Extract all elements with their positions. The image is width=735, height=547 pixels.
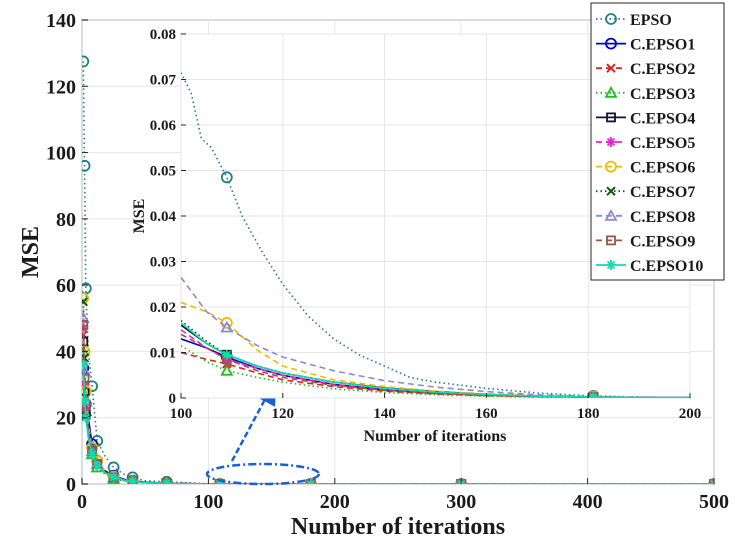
- inset-data-point: [588, 392, 599, 398]
- main-y-axis-label: MSE: [18, 226, 44, 278]
- main-data-point: [82, 292, 90, 305]
- main-data-point: [82, 396, 90, 407]
- main-data-point: [82, 297, 88, 307]
- inset-y-tick-label: 0.04: [150, 209, 177, 225]
- legend-label: C.EPSO1: [630, 37, 695, 54]
- inset-y-tick-label: 0.02: [150, 300, 176, 316]
- inset-data-point: [220, 171, 233, 184]
- inset-data-point: [588, 389, 598, 398]
- main-series-line: [82, 364, 714, 484]
- inset-x-tick-label: 100: [170, 406, 193, 422]
- legend-marker: [606, 260, 616, 270]
- zoom-arrow: [230, 378, 276, 462]
- main-y-tick-label: 80: [56, 209, 76, 231]
- legend-marker: [606, 235, 616, 246]
- legend-label: C.EPSO7: [630, 184, 695, 201]
- legend-entry: C.EPSO5: [596, 135, 695, 152]
- legend-marker: [604, 208, 618, 221]
- main-y-tick-label: 20: [56, 408, 76, 430]
- legend-entry: C.EPSO2: [596, 61, 695, 78]
- legend-marker: [605, 13, 617, 25]
- main-data-point: [82, 311, 90, 324]
- legend-entry: C.EPSO1: [596, 37, 695, 54]
- main-y-tick-label: 100: [46, 143, 76, 165]
- main-y-tick-label: 140: [46, 10, 76, 32]
- legend-entry: C.EPSO4: [596, 110, 695, 127]
- legend-label: C.EPSO5: [630, 135, 695, 152]
- inset-series-group: [181, 72, 690, 398]
- main-data-point: [305, 478, 316, 484]
- inset-x-axis-label: Number of iterations: [364, 428, 507, 445]
- main-data-point: [82, 320, 89, 330]
- legend-entry: C.EPSO6: [596, 160, 695, 177]
- legend-label: EPSO: [630, 12, 672, 29]
- legend-marker: [604, 85, 618, 98]
- inset-y-tick-label: 0.03: [150, 255, 176, 271]
- legend-marker: [605, 160, 617, 173]
- main-data-point: [108, 472, 119, 483]
- inset-y-tick-label: 0.01: [150, 346, 176, 362]
- legend-entry: C.EPSO8: [596, 209, 695, 226]
- main-x-tick-label: 400: [573, 491, 603, 513]
- legend-label: C.EPSO6: [630, 160, 695, 177]
- inset-data-point: [220, 320, 234, 333]
- inset-x-tick-label: 160: [475, 406, 498, 422]
- inset-y-tick-label: 0.07: [150, 73, 177, 89]
- legend-marker: [606, 186, 616, 196]
- main-data-point: [87, 449, 98, 460]
- main-x-tick-label: 300: [446, 491, 476, 513]
- zoom-region-ellipse: [205, 462, 321, 486]
- legend-marker: [606, 112, 616, 123]
- legend-label: C.EPSO9: [630, 233, 695, 250]
- inset-y-tick-label: 0.05: [150, 164, 176, 180]
- inset-x-tick-label: 120: [272, 406, 295, 422]
- inset-y-axis-label: MSE: [131, 199, 148, 234]
- main-x-axis-label: Number of iterations: [291, 514, 505, 540]
- main-data-point: [92, 460, 103, 471]
- inset-series-line: [181, 345, 690, 398]
- main-data-point: [127, 476, 138, 484]
- main-y-tick-label: 0: [66, 474, 76, 496]
- inset-y-tick-label: 0.08: [150, 27, 176, 43]
- inset-data-point: [221, 349, 232, 360]
- main-data-point: [82, 159, 91, 172]
- legend-label: C.EPSO8: [630, 209, 695, 226]
- legend-label: C.EPSO2: [630, 61, 695, 78]
- legend-entry: C.EPSO7: [596, 184, 695, 201]
- legend-entry: C.EPSO10: [596, 258, 703, 275]
- inset-data-point: [220, 363, 234, 376]
- legend-entry: EPSO: [596, 12, 672, 29]
- main-data-point: [161, 478, 172, 484]
- main-data-point: [82, 55, 90, 68]
- legend-marker: [606, 63, 616, 73]
- inset-x-tick-label: 200: [679, 406, 702, 422]
- inset-series-cepso10: [181, 322, 690, 398]
- legend-entry: C.EPSO9: [596, 233, 695, 250]
- legend-label: C.EPSO4: [630, 110, 695, 127]
- main-x-tick-label: 100: [193, 491, 223, 513]
- inset-y-tick-label: 0: [169, 391, 177, 407]
- inset-y-tick-label: 0.06: [150, 118, 177, 134]
- main-x-tick-label: 0: [77, 491, 87, 513]
- main-y-tick-label: 60: [56, 275, 76, 297]
- legend-label: C.EPSO3: [630, 86, 695, 103]
- legend-marker: [605, 37, 617, 50]
- main-y-tick-label: 40: [56, 341, 76, 363]
- inset-x-tick-label: 180: [577, 406, 600, 422]
- main-data-point: [82, 359, 89, 370]
- inset-ticks: 100 120 140 160 180 200 0 0.01 0.02 0.03 0.04 0.05 0…: [150, 27, 702, 422]
- inset-x-tick-label: 140: [373, 406, 396, 422]
- main-x-tick-label: 500: [699, 491, 729, 513]
- main-data-point: [214, 478, 225, 484]
- legend: EPSO C.EPSO1 C.EPSO2 C.EPSO3 C.EPSO4 C.EPSO5 C…: [590, 2, 725, 281]
- main-y-tick-label: 120: [46, 76, 76, 98]
- main-x-tick-label: 200: [320, 491, 350, 513]
- legend-label: C.EPSO10: [630, 258, 703, 275]
- legend-marker: [606, 137, 616, 147]
- legend-entry: C.EPSO3: [596, 86, 695, 103]
